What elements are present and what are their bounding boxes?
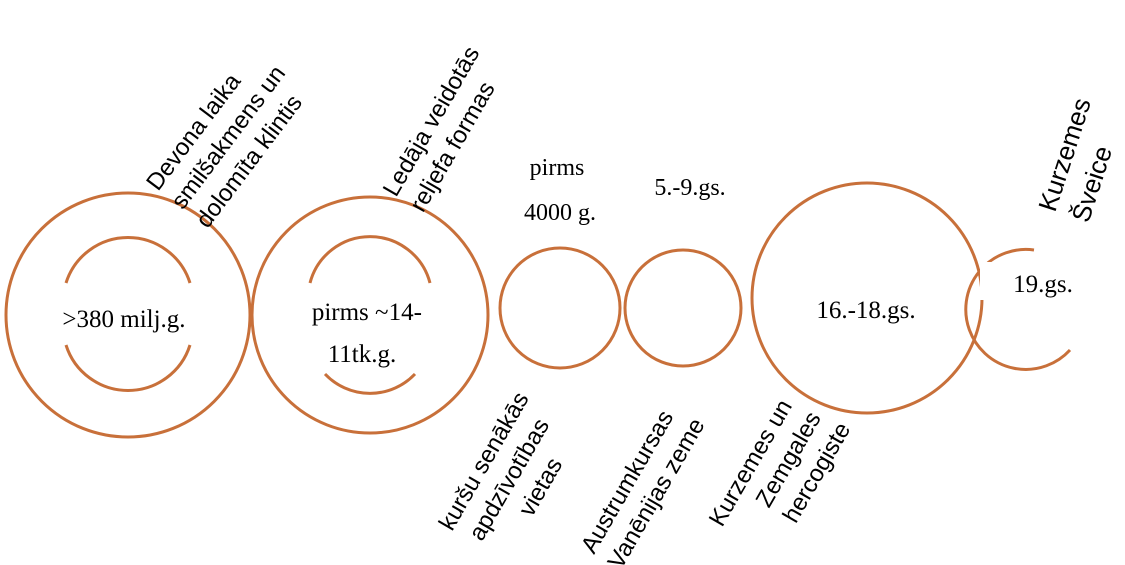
timeline-item-3: pirms 4000 g. kuršu senākās apdzīvotības… [434,155,622,565]
caption-label: Devona laika smilšakmens un dolomīta kli… [141,37,320,233]
era-circle-outer [4,191,252,439]
era-arc-top [64,236,192,284]
era-arc [964,247,1072,371]
caption-label: Kurzemes Šveice [1032,87,1125,225]
era-arc-bottom [323,372,417,395]
era-circle [498,246,622,370]
caption-label: kuršu senākās apdzīvotības vietas [434,382,592,565]
era-circle [623,248,743,368]
caption-label: Kurzemes un Zemgales hercogiste [704,386,857,562]
date-label: pirms ~14- 11tk.g. [312,299,428,368]
era-arc-bottom [64,344,192,392]
date-label: 19.gs. [1013,271,1073,298]
label-backdrop [980,262,1090,300]
era-circle-outer [250,195,490,435]
date-label: 16.-18.gs. [816,297,915,324]
era-arc-top [308,235,432,284]
date-label: 5.-9.gs. [654,175,725,201]
date-label: >380 milj.g. [62,306,185,333]
timeline-item-6: 19.gs. Kurzemes Šveice [964,87,1125,371]
date-label: pirms 4000 g. [524,155,596,226]
timeline-item-1: >380 milj.g. Devona laika smilšakmens un… [4,37,320,439]
timeline-item-5: 16.-18.gs. Kurzemes un Zemgales hercogis… [704,181,984,562]
caption-label: Austrumkursas Vanēnijas zeme [576,398,711,565]
caption-label: Ledāja veidotās reljefa formas [378,36,516,216]
